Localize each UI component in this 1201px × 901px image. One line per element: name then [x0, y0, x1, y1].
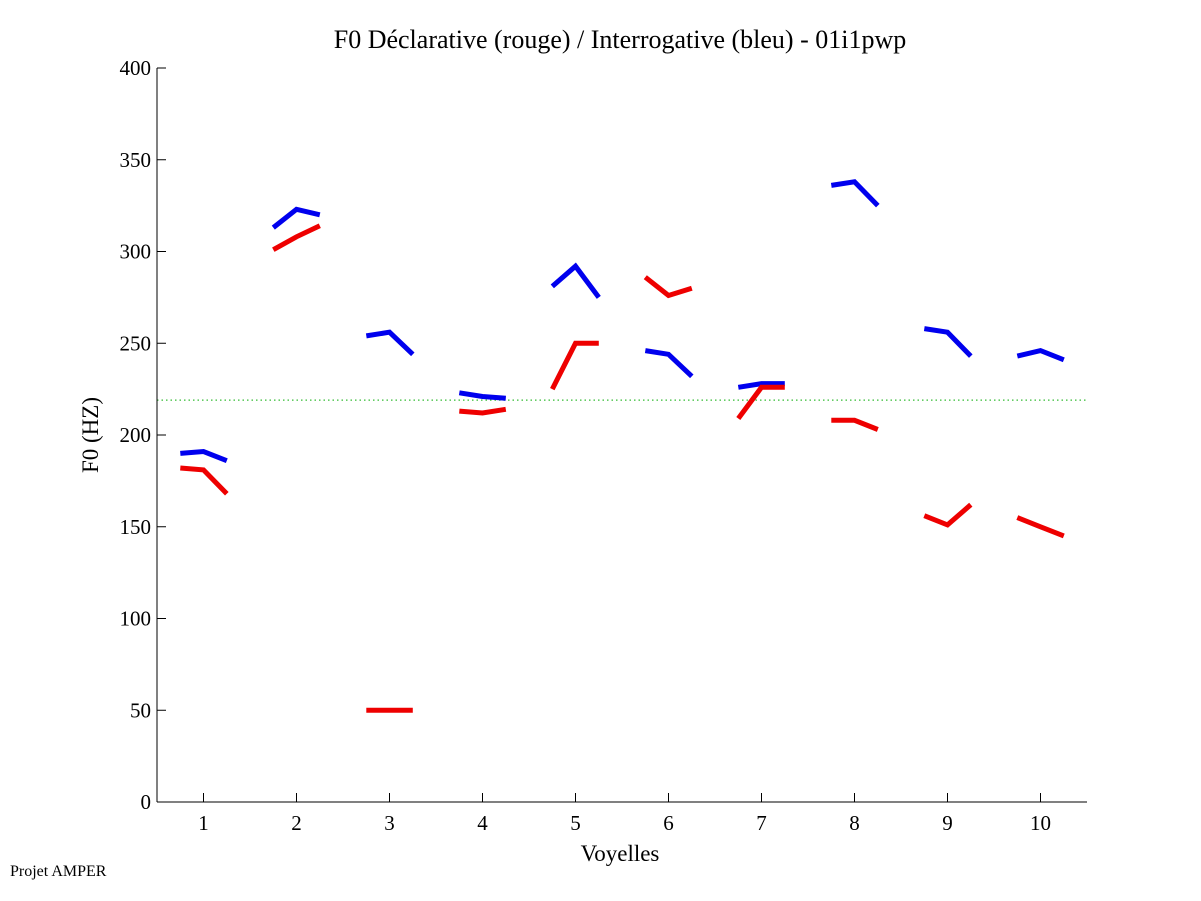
y-tick-label: 100: [120, 607, 152, 631]
segment-vowel-9: [923, 326, 973, 358]
x-tick-label: 1: [198, 811, 209, 835]
segment-vowel-10: [1016, 515, 1065, 539]
segment-vowel-8: [830, 179, 880, 208]
segment-vowel-5: [550, 262, 601, 299]
segment-vowel-2: [272, 223, 321, 252]
segment-vowel-8: [831, 417, 879, 432]
series-layer: [180, 179, 1065, 713]
x-tick-label: 4: [477, 811, 488, 835]
y-tick-label: 250: [120, 331, 152, 355]
segment-vowel-6: [644, 348, 694, 379]
series-declarative: [180, 223, 1065, 713]
axes: 0 50 100 150 200 250 300 350 400 1 2 3 4 5 6 7 8 9 10: [120, 56, 1087, 835]
y-tick-label: 400: [120, 56, 152, 80]
segment-vowel-2: [271, 206, 321, 230]
segment-vowel-5: [550, 340, 599, 391]
x-tick-label: 3: [384, 811, 395, 835]
x-tick-label: 5: [570, 811, 581, 835]
x-tick-label: 6: [663, 811, 674, 835]
segment-vowel-7: [736, 384, 785, 420]
segment-vowel-9: [923, 502, 973, 528]
y-axis-label: F0 (HZ): [78, 397, 103, 473]
x-tick-label: 9: [942, 811, 953, 835]
y-tick-label: 150: [120, 515, 152, 539]
segment-vowel-4: [459, 406, 507, 416]
x-axis-label: Voyelles: [581, 841, 660, 866]
y-tick-label: 300: [120, 240, 152, 264]
x-tick-label: 8: [849, 811, 860, 835]
y-tick-label: 350: [120, 148, 152, 172]
segment-vowel-1: [180, 465, 229, 496]
y-tick-label: 200: [120, 423, 152, 447]
segment-vowel-3: [365, 329, 415, 357]
series-interrogative: [180, 179, 1065, 464]
footer-credit: Projet AMPER: [10, 863, 107, 880]
x-tick-label: 10: [1030, 811, 1051, 835]
x-tick-label: 2: [291, 811, 302, 835]
segment-vowel-4: [458, 390, 506, 401]
y-tick-label: 0: [141, 790, 152, 814]
y-tick-label: 50: [130, 698, 151, 722]
segment-vowel-6: [643, 275, 693, 299]
chart-title: F0 Déclarative (rouge) / Interrogative (…: [334, 25, 907, 54]
x-tick-label: 7: [756, 811, 767, 835]
segment-vowel-1: [180, 448, 228, 464]
segment-vowel-10: [1016, 347, 1065, 363]
segment-vowel-7: [737, 381, 785, 390]
